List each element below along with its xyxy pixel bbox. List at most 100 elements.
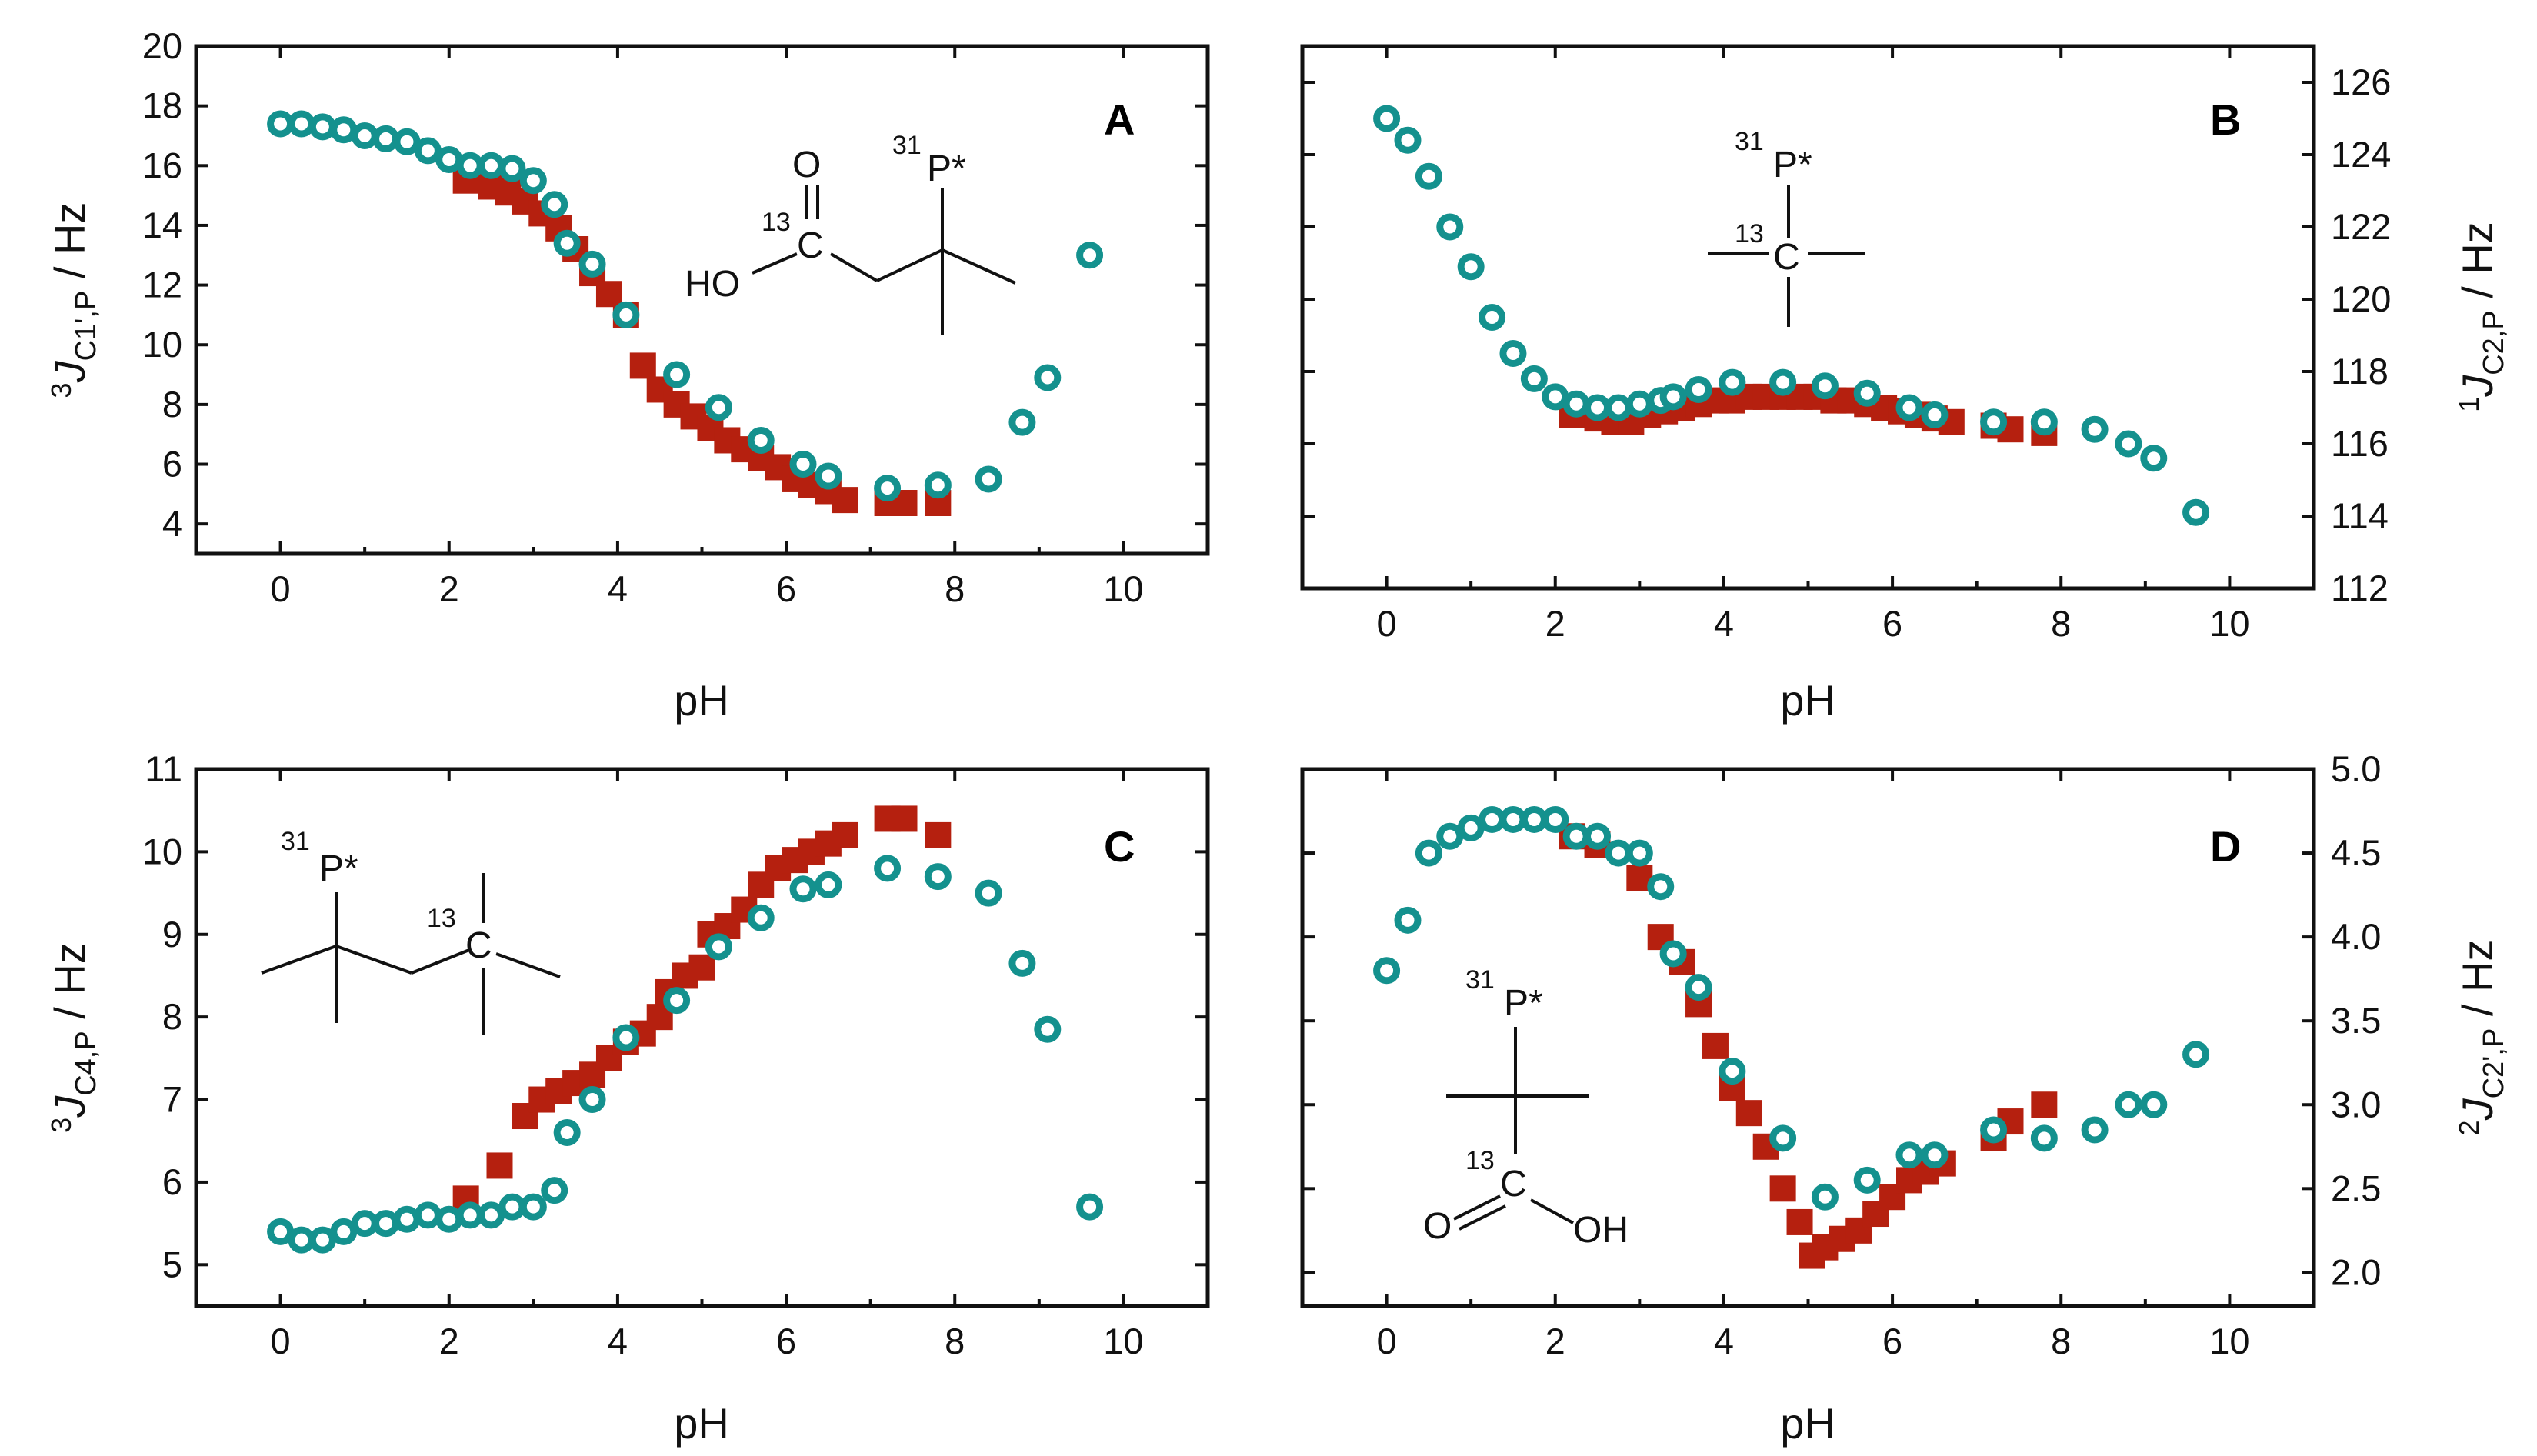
- panel-d-ylabel-sup: 2: [2453, 1120, 2485, 1135]
- mol-b-p31-sup: 31: [1735, 127, 1764, 156]
- panel-a-circle-point-17: [663, 361, 691, 388]
- panel-a-circle-point-14: [553, 229, 581, 257]
- panel-c-xtick-label-3: 6: [776, 1321, 796, 1361]
- panel-a-ylabel: 3JC1',P / Hz: [45, 202, 102, 398]
- panel-a-ytick-label-4: 12: [142, 265, 182, 305]
- panel-d-circle-point-0: [1373, 957, 1401, 985]
- panel-d-xtick-label-0: 0: [1377, 1321, 1397, 1361]
- panel-a-circle-point-1: [288, 110, 315, 138]
- panel-d-ticks: 0 2 4 6 8 10 2.0 2.5 3.0 3.5 4.0 4.5 5.0: [1301, 748, 2381, 1361]
- panel-a-circle-point-11: [498, 155, 526, 182]
- panel-d-circle-point-2: [1415, 839, 1442, 867]
- panel-c-circle-point-7: [414, 1201, 442, 1229]
- mol-a-carbon: C: [797, 225, 824, 266]
- panel-a-xtick-label-1: 2: [439, 568, 459, 609]
- panel-d-circle-point-25: [2115, 1091, 2142, 1118]
- panel-b-xtick-label-0: 0: [1377, 603, 1397, 644]
- panel-a-circle-point-22: [874, 475, 902, 502]
- panel-b-circle-point-5: [1479, 304, 1506, 331]
- panel-a-circle-point-10: [478, 152, 505, 179]
- panel-c-circle-point-23: [924, 863, 952, 891]
- panel-b-xtick-label-3: 6: [1882, 603, 1902, 644]
- panel-d: 0 2 4 6 8 102.02.53.03.54.04.55.0 D pH 2JC2',…: [1300, 748, 2510, 1448]
- panel-a-xtick-label-4: 8: [945, 568, 965, 609]
- panel-b-xtick-label-5: 10: [2209, 603, 2249, 644]
- panel-c-ytick-label-1: 6: [162, 1161, 182, 1202]
- panel-c-xlabel: pH: [674, 1399, 729, 1448]
- panel-b-circle-point-22: [1980, 408, 2008, 436]
- panel-c-circle-point-21: [815, 871, 842, 898]
- mol-b-phosphorus: P*: [1773, 145, 1812, 185]
- mol-b-carbon: C: [1773, 237, 1800, 278]
- panel-c-ytick-label-4: 9: [162, 914, 182, 955]
- panel-c-xtick-label-5: 10: [1103, 1321, 1143, 1361]
- panel-c-circle-point-24: [975, 879, 1002, 907]
- panel-b-circle-point-3: [1436, 213, 1464, 241]
- mol-a-oxygen: O: [792, 145, 821, 185]
- mol-c-phosphorus: P*: [319, 848, 358, 889]
- panel-b-circle-point-16: [1719, 368, 1746, 396]
- panel-d-square-point-8: [1735, 1100, 1762, 1127]
- panel-c-circle-point-25: [1008, 949, 1036, 977]
- panel-c-circle-point-20: [789, 875, 817, 903]
- panel-d-xlabel: pH: [1780, 1399, 1835, 1448]
- panel-d-circle-point-13: [1647, 873, 1675, 901]
- panel-a: 0 2 4 6 8 10 4 6 8 10 12 14 16 18 20 A pH 3JC1',P / Hz…: [45, 25, 1210, 725]
- panel-a-ylabel-unit: / Hz: [45, 202, 94, 291]
- panel-d-circle-point-21: [1921, 1141, 1949, 1169]
- panel-b-circle-point-19: [1853, 379, 1881, 407]
- panel-a-circle-point-23: [924, 471, 952, 499]
- mol-d-p31-sup: 31: [1465, 965, 1495, 995]
- panel-c-circle-point-2: [308, 1226, 336, 1254]
- panel-c-letter: C: [1104, 822, 1135, 871]
- panel-a-letter: A: [1104, 95, 1135, 144]
- panel-b-frame: [1300, 44, 2316, 591]
- panel-b-ytick-label-7: 126: [2331, 62, 2391, 102]
- panel-b-circle-point-15: [1685, 376, 1712, 403]
- panel-c-square-point-25: [925, 821, 952, 848]
- mol-d-oxygen: O: [1423, 1206, 1452, 1247]
- panel-d-letter: D: [2210, 822, 2241, 871]
- panel-c-ylabel-main: J: [45, 1095, 94, 1118]
- panel-a-ytick-label-7: 18: [142, 85, 182, 126]
- panel-d-xtick-label-5: 10: [2209, 1321, 2249, 1361]
- panel-b-xtick-label-4: 8: [2051, 603, 2071, 644]
- panel-c-circle-point-19: [747, 904, 775, 931]
- panel-a-circle-point-21: [815, 462, 842, 490]
- panel-a-ytick-label-8: 20: [142, 25, 182, 66]
- panel-c-ylabel: 3JC4,P / Hz: [45, 942, 102, 1133]
- panel-d-ytick-label-6: 5.0: [2331, 748, 2381, 789]
- panel-a-ytick-label-5: 14: [142, 205, 182, 245]
- panel-b-xtick-label-2: 4: [1714, 603, 1734, 644]
- panel-d-square-point-10: [1769, 1175, 1796, 1202]
- panel-d-circle-point-11: [1605, 839, 1632, 867]
- panel-d-square-point-6: [1702, 1032, 1729, 1059]
- panel-d-ytick-label-3: 3.5: [2331, 1000, 2381, 1041]
- panel-d-ylabel-main: J: [2453, 1098, 2502, 1121]
- panel-b-xlabel: pH: [1780, 676, 1835, 725]
- panel-b-circle-point-2: [1415, 162, 1442, 190]
- mol-c-carbon: C: [465, 925, 492, 966]
- panel-b-molecule: 31 P* 13 C: [1708, 127, 1865, 327]
- panel-b-ylabel-main: J: [2453, 375, 2502, 398]
- mol-d-carbon: C: [1500, 1164, 1527, 1204]
- panel-b-circle-point-4: [1457, 253, 1485, 281]
- panel-b-letter: B: [2210, 95, 2241, 144]
- panel-d-square-point-11: [1786, 1208, 1813, 1235]
- panel-c-ylabel-sub: C4,P: [70, 1031, 102, 1095]
- panel-c-circle-point-1: [288, 1226, 315, 1254]
- panel-d-circle-point-4: [1457, 814, 1485, 841]
- panel-a-circle-point-13: [541, 191, 568, 218]
- mol-a-p31-sup: 31: [892, 131, 922, 160]
- panel-c-square-point-22: [832, 821, 858, 848]
- panel-b-marks: [1373, 105, 2210, 526]
- panel-b-ylabel-sup: 1: [2453, 397, 2485, 412]
- panel-d-ytick-label-4: 4.0: [2331, 916, 2381, 957]
- panel-b-xtick-label-1: 2: [1545, 603, 1565, 644]
- panel-c-circle-point-0: [267, 1218, 295, 1245]
- panel-c-circle-point-26: [1034, 1015, 1062, 1043]
- panel-b-ytick-label-5: 122: [2331, 206, 2391, 247]
- mol-b-c13-sup: 13: [1735, 219, 1764, 248]
- panel-a-circle-point-0: [267, 110, 295, 138]
- panel-a-square-point-10: [629, 352, 656, 379]
